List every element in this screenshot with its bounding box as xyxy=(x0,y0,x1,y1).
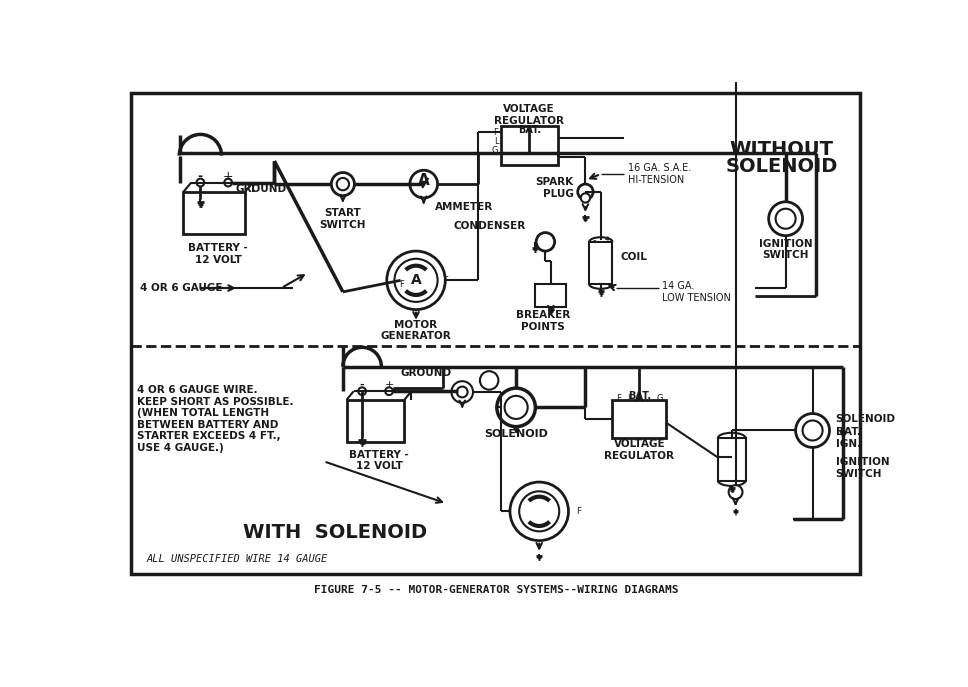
Text: WITH  SOLENOID: WITH SOLENOID xyxy=(243,523,427,543)
Bar xyxy=(500,126,559,165)
Circle shape xyxy=(519,491,560,531)
Circle shape xyxy=(769,202,802,236)
Circle shape xyxy=(581,193,590,203)
Text: VOLTAGE
REGULATOR: VOLTAGE REGULATOR xyxy=(604,439,675,460)
Text: F: F xyxy=(616,394,620,403)
Text: -: - xyxy=(197,170,203,183)
Text: BATTERY -
12 VOLT: BATTERY - 12 VOLT xyxy=(188,243,248,265)
Text: A: A xyxy=(410,273,421,287)
Text: IGNITION
SWITCH: IGNITION SWITCH xyxy=(835,458,890,479)
Text: VOLTAGE
REGULATOR: VOLTAGE REGULATOR xyxy=(495,104,564,126)
Text: WITHOUT: WITHOUT xyxy=(730,140,833,159)
Bar xyxy=(613,400,666,438)
Circle shape xyxy=(796,414,830,447)
Circle shape xyxy=(504,396,528,419)
Text: IGN.: IGN. xyxy=(835,440,861,449)
Text: CONDENSER: CONDENSER xyxy=(454,221,527,232)
Text: 14 GA.
LOW TENSION: 14 GA. LOW TENSION xyxy=(662,281,731,303)
Circle shape xyxy=(480,371,499,390)
Text: START
SWITCH: START SWITCH xyxy=(319,208,366,229)
Text: L: L xyxy=(627,394,632,403)
Text: AMMETER: AMMETER xyxy=(436,202,494,212)
Circle shape xyxy=(729,485,742,499)
Text: -: - xyxy=(593,235,596,245)
Text: GROUND: GROUND xyxy=(235,183,287,194)
Text: -: - xyxy=(360,380,364,390)
Circle shape xyxy=(395,259,438,302)
Text: IGNITION
SWITCH: IGNITION SWITCH xyxy=(759,238,812,260)
Bar xyxy=(590,242,613,284)
Text: MOTOR
GENERATOR: MOTOR GENERATOR xyxy=(380,319,451,341)
Text: 16 GA. S.A.E.
HI-TENSION: 16 GA. S.A.E. HI-TENSION xyxy=(628,164,691,185)
Circle shape xyxy=(337,178,349,190)
Text: +: + xyxy=(223,170,233,183)
Text: G: G xyxy=(657,394,663,403)
Text: A: A xyxy=(418,172,430,188)
Circle shape xyxy=(331,172,354,196)
Circle shape xyxy=(510,482,568,541)
Circle shape xyxy=(385,387,393,395)
Text: FIGURE 7-5 -- MOTOR-GENERATOR SYSTEMS--WIRING DIAGRAMS: FIGURE 7-5 -- MOTOR-GENERATOR SYSTEMS--W… xyxy=(314,585,679,595)
Circle shape xyxy=(358,387,366,395)
Circle shape xyxy=(775,209,796,229)
Text: SPARK
PLUG: SPARK PLUG xyxy=(535,177,574,199)
Text: BAT.: BAT. xyxy=(628,391,650,401)
Bar xyxy=(718,438,745,480)
Text: COIL: COIL xyxy=(620,252,647,262)
Text: +: + xyxy=(384,380,394,390)
Circle shape xyxy=(536,233,555,251)
Circle shape xyxy=(578,184,593,199)
Text: BAT.: BAT. xyxy=(518,125,541,135)
Text: BREAKER
POINTS: BREAKER POINTS xyxy=(516,311,570,332)
Bar xyxy=(184,192,245,234)
Text: ALL UNSPECIFIED WIRE 14 GAUGE: ALL UNSPECIFIED WIRE 14 GAUGE xyxy=(146,554,328,564)
Text: F: F xyxy=(442,275,448,285)
Text: F: F xyxy=(576,507,581,516)
Text: SOLENOID: SOLENOID xyxy=(484,429,548,439)
Text: G: G xyxy=(492,146,499,155)
Text: F: F xyxy=(400,280,405,289)
Text: 4 OR 6 GAUGE WIRE.
KEEP SHORT AS POSSIBLE.
(WHEN TOTAL LENGTH
BETWEEN BATTERY AN: 4 OR 6 GAUGE WIRE. KEEP SHORT AS POSSIBL… xyxy=(137,385,293,453)
Circle shape xyxy=(497,388,535,427)
Circle shape xyxy=(409,170,438,198)
Circle shape xyxy=(387,251,445,310)
Text: F: F xyxy=(494,128,499,137)
Text: SOLENOID: SOLENOID xyxy=(835,414,895,424)
Text: BAT.: BAT. xyxy=(835,427,861,437)
Circle shape xyxy=(802,420,823,440)
Circle shape xyxy=(197,179,204,186)
Bar xyxy=(535,284,566,307)
Text: +: + xyxy=(603,235,611,245)
Circle shape xyxy=(457,387,468,397)
Bar xyxy=(347,400,405,442)
Text: 4 OR 6 GAUGE: 4 OR 6 GAUGE xyxy=(140,283,223,293)
Circle shape xyxy=(225,179,232,186)
Text: SOLENOID: SOLENOID xyxy=(726,157,838,176)
Text: GROUND: GROUND xyxy=(401,368,452,378)
Circle shape xyxy=(451,381,473,403)
Text: BATTERY -
12 VOLT: BATTERY - 12 VOLT xyxy=(349,450,408,471)
Text: L: L xyxy=(494,137,499,146)
